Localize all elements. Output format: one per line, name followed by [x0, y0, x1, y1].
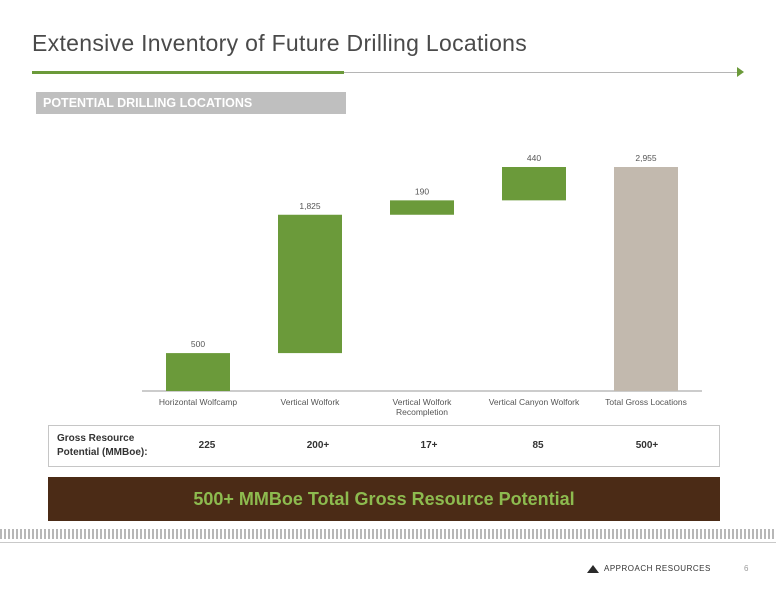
- company-logo-icon: [587, 565, 599, 573]
- x-tick-label: Total Gross Locations: [605, 397, 687, 407]
- bar-4: [502, 167, 566, 201]
- resource-value: 17+: [420, 440, 438, 451]
- footer-rule: [0, 542, 776, 543]
- resource-value: 500+: [635, 440, 659, 451]
- resource-potential-table: Gross Resource Potential (MMBoe): 225 20…: [48, 425, 720, 467]
- footer-company: APPROACH RESOURCES: [604, 564, 711, 573]
- summary-banner: 500+ MMBoe Total Gross Resource Potentia…: [48, 477, 720, 521]
- x-tick-label: Vertical Wolfork: [281, 397, 341, 407]
- slide-title: Extensive Inventory of Future Drilling L…: [32, 30, 528, 56]
- x-tick-label: Vertical Canyon Wolfork: [489, 397, 580, 407]
- data-label: 500: [191, 339, 205, 349]
- x-tick-label: Recompletion: [396, 407, 448, 417]
- arrow-icon: [737, 67, 744, 77]
- title-underline: [344, 72, 738, 73]
- page-number: 6: [744, 564, 749, 573]
- x-tick-label: Vertical Wolfork: [393, 397, 453, 407]
- resource-value: 85: [532, 440, 544, 451]
- data-label: 2,955: [635, 153, 657, 163]
- data-label: 1,825: [299, 201, 321, 211]
- resource-potential-label: Gross Resource Potential (MMBoe):: [57, 433, 148, 458]
- bar-5: [614, 167, 678, 391]
- section-header: POTENTIAL DRILLING LOCATIONS: [36, 92, 346, 114]
- x-tick-label: Horizontal Wolfcamp: [159, 397, 238, 407]
- data-label: 440: [527, 153, 541, 163]
- resource-value: 200+: [306, 440, 330, 451]
- title-underline-accent: [32, 71, 344, 74]
- data-label: 190: [415, 186, 429, 196]
- bar-2: [278, 214, 342, 354]
- bar-3: [390, 200, 454, 215]
- bar-1: [166, 353, 230, 391]
- resource-value: 225: [198, 440, 216, 451]
- decorative-divider: [0, 529, 776, 539]
- waterfall-chart: 500 Horizontal Wolfcamp 1,825 Vertical Wolf…: [142, 153, 702, 417]
